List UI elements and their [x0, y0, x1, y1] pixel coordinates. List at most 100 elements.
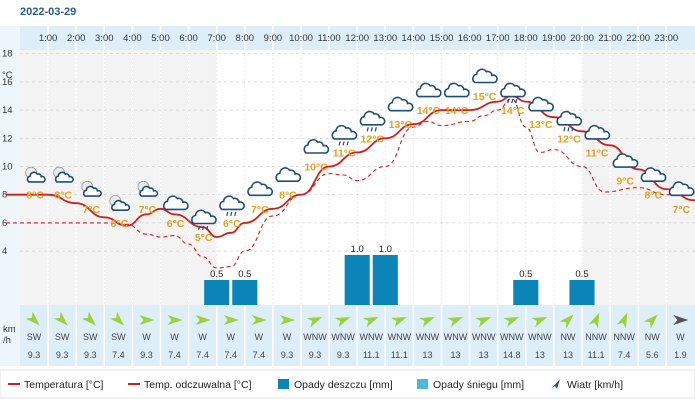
temperature-label: 6°C [223, 218, 241, 230]
wind-arrow-shape [447, 317, 463, 328]
cloud-icon [612, 153, 639, 168]
raindrop [338, 141, 341, 146]
wind-arrow-icon [551, 379, 560, 389]
hour-label: 12:00 [345, 33, 369, 44]
hour-label: 23:00 [654, 33, 678, 44]
wind-speed-label: 7.4 [224, 350, 237, 360]
hour-label: 7:00 [207, 33, 226, 44]
wind-arrow-icon [279, 315, 295, 325]
wind-arrow-icon [362, 317, 379, 328]
hour-label: 6:00 [179, 33, 198, 44]
cloud-shape [163, 195, 189, 211]
wind-arrow-icon [559, 314, 574, 329]
wind-unit-label: /h [3, 335, 11, 346]
wind-arrow-icon [109, 311, 125, 326]
hour-label: 18:00 [514, 33, 538, 44]
wind-arrow-shape [588, 312, 600, 329]
cloud-shape [528, 96, 555, 112]
wind-arrow-shape [251, 315, 267, 325]
wind-speed-label: 7.4 [253, 350, 266, 360]
rain-bar [513, 280, 539, 305]
wind-direction-label: WNW [528, 332, 552, 342]
cloud-shape [612, 153, 639, 168]
rain-bar [204, 280, 230, 305]
wind-speed-label: 9.3 [337, 350, 350, 360]
hour-label: 15:00 [430, 33, 454, 44]
partly-cloudy-night-icon [25, 166, 46, 183]
wind-arrow-icon [616, 312, 628, 329]
wind-arrow-shape [109, 311, 125, 326]
legend-box [0, 369, 695, 399]
cloud-shape [219, 195, 245, 211]
wind-direction-label: W [198, 332, 207, 342]
cloud-shape [668, 181, 695, 197]
wind-direction-label: WNW [472, 332, 496, 342]
raindrop [571, 127, 574, 132]
cloud-icon [387, 96, 414, 112]
cloud-shape [191, 209, 217, 225]
y-tick-label: 12 [2, 133, 13, 144]
wind-arrow-shape [390, 317, 407, 328]
wind-arrow-shape [306, 317, 323, 328]
wind-arrow-icon [53, 311, 68, 326]
wind-speed-label: 7.4 [168, 350, 181, 360]
y-tick-label: 14 [2, 105, 13, 116]
wind-arrow-icon [306, 317, 323, 328]
cloud-rain-icon [191, 209, 217, 231]
partly-cloudy-night-icon [81, 180, 102, 197]
hour-label: 16:00 [458, 33, 482, 44]
legend-label: Opady śniegu [mm] [433, 379, 524, 391]
temperature-label: 5°C [195, 232, 213, 244]
wind-arrow-icon [334, 317, 351, 328]
cloud-rain-icon [331, 124, 358, 146]
temperature-label: 13°C [529, 119, 553, 131]
wind-direction-label: W [283, 332, 292, 342]
wind-direction-label: SW [83, 332, 98, 342]
temperature-label: 14°C [417, 105, 441, 117]
cloud-shape [111, 199, 131, 211]
temperature-label: 7°C [82, 204, 100, 216]
cloud-icon [640, 167, 667, 182]
legend-item-rain[interactable]: Opady deszczu [mm] [278, 379, 393, 391]
hour-label: 4:00 [123, 33, 142, 44]
temperature-label: 6°C [167, 218, 185, 230]
hour-label: 5:00 [151, 33, 170, 44]
wind-arrow-icon [588, 312, 600, 329]
wind-arrow-shape [279, 315, 295, 325]
rain-bar-label: 1.0 [379, 244, 392, 255]
legend-swatch-icon [278, 379, 289, 389]
hour-label: 14:00 [402, 33, 426, 44]
cloud-shape [472, 68, 498, 84]
cloud-shape [640, 167, 667, 182]
wind-arrow-shape [362, 317, 379, 328]
wind-arrow-icon [139, 315, 155, 325]
axis-panel [0, 26, 20, 366]
legend-item-temperature[interactable]: Temperatura [°C] [8, 379, 104, 391]
wind-arrow-icon [195, 315, 211, 325]
legend-item-felt[interactable]: Temp. odczuwalna [°C] [128, 379, 252, 391]
temperature-label: 7°C [251, 204, 269, 216]
rain-bar [344, 255, 370, 305]
raindrop [374, 127, 377, 132]
temperature-label: 8°C [26, 190, 44, 202]
cloud-shape [247, 181, 274, 197]
raindrop [342, 141, 345, 146]
legend-item-snow[interactable]: Opady śniegu [mm] [417, 379, 524, 391]
hour-label: 11:00 [318, 33, 341, 44]
wind-speed-label: 9.3 [309, 350, 322, 360]
wind-speed-label: 9.3 [84, 350, 97, 360]
legend-item-wind[interactable]: Wiatr [km/h] [551, 379, 623, 391]
raindrop [515, 98, 518, 104]
wind-speed-label: 7.4 [618, 350, 631, 360]
cloud-shape [331, 124, 358, 140]
cloud-shape [26, 171, 46, 183]
temperature-line [5, 95, 695, 238]
cloud-shape [359, 110, 386, 126]
wind-speed-label: 13 [479, 350, 489, 360]
wind-arrow-icon [531, 317, 548, 328]
wind-arrow-shape [223, 315, 239, 325]
temperature-label: 7°C [673, 204, 691, 216]
cloud-icon [247, 181, 274, 197]
wind-direction-label: NNW [585, 332, 607, 342]
